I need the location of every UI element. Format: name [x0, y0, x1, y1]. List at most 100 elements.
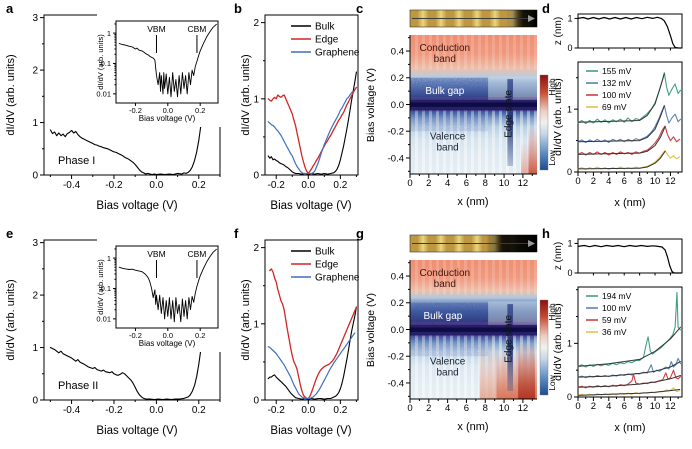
panel-label-a: a	[6, 1, 14, 16]
y-tick-label: 0.4	[391, 271, 404, 282]
curve-bulk	[267, 71, 357, 175]
x-tick-label: 6	[464, 403, 469, 414]
profile-curve-132-mV	[577, 104, 682, 144]
x-axis-label: x (nm)	[614, 197, 645, 209]
map-annotation: Conduction band	[420, 268, 471, 290]
y-tick-label: 2	[32, 66, 38, 77]
x-tick-label: 0.0	[149, 405, 163, 416]
profile-fit-132-mV	[577, 105, 665, 143]
x-tick-label: 0	[575, 176, 580, 187]
legend-label: Bulk	[315, 22, 335, 33]
x-tick-label: 4	[445, 178, 450, 189]
x-tick-label: 2	[426, 403, 431, 414]
x-tick-label: 12	[665, 401, 676, 412]
y-axis-label: dI/dV (arb. units)	[240, 279, 252, 360]
inset-x-axis-label: Bias voltage (V)	[139, 339, 196, 348]
y-axis-label: dI/dV (arb. units)	[552, 78, 564, 156]
x-tick-label: 12	[665, 176, 676, 187]
plot-frame	[577, 61, 683, 173]
x-axis-label: Bias voltage (V)	[270, 425, 351, 437]
x-tick-label: 0.2	[333, 405, 347, 416]
legend-label: 59 mV	[602, 315, 627, 325]
x-tick-label: -0.2	[105, 180, 123, 191]
legend-label: 155 mV	[602, 66, 632, 76]
x-tick-label: 0.2	[333, 180, 347, 191]
panel-c: 0 2 4 6 8 10 12 0.4 0.2 0.0 -0.2 -0.4 x (nm) Bias vol…	[365, 9, 557, 208]
map-annotation: Edge state	[504, 90, 515, 138]
x-tick-label: 10	[499, 178, 510, 189]
curve-phase-ii-di-dv	[49, 244, 217, 401]
x-tick-label: 6	[464, 178, 469, 189]
x-axis-label: Bias voltage (V)	[96, 425, 177, 437]
x-tick-label: 4	[445, 403, 450, 414]
x-tick-label: 0.0	[301, 180, 315, 191]
inset-background	[97, 13, 223, 127]
y-tick-label: 0.2	[391, 298, 404, 309]
linescan-arrow-icon	[528, 15, 535, 22]
z-axis-label: z (nm)	[553, 17, 564, 45]
inset-curve	[118, 23, 217, 98]
x-tick-label: 4	[606, 401, 611, 412]
colorbar-high-label: High	[547, 78, 557, 96]
x-tick-label: -0.4	[63, 405, 81, 416]
y-tick-label: 1	[253, 319, 259, 330]
profile-fit-194-mV	[577, 326, 681, 367]
y-tick-label: 0.1	[101, 284, 111, 293]
x-tick-label: -0.4	[63, 180, 81, 191]
y-tick-label: 1	[107, 254, 111, 263]
profile-fit-69-mV	[577, 150, 666, 170]
x-tick-label: 0	[407, 403, 412, 414]
map-annotation: Valence band	[430, 356, 466, 378]
z-profile-curve	[577, 16, 682, 49]
y-tick-label: 0.01	[96, 315, 111, 324]
colorbar	[539, 74, 549, 171]
legend-label: 132 mV	[602, 78, 632, 88]
curve-phase-i-di-dv	[49, 17, 219, 176]
x-tick-label: 0.2	[195, 106, 205, 115]
x-axis-label: Bias voltage (V)	[96, 200, 177, 212]
y-tick-label: 0	[567, 43, 572, 53]
y-tick-label: 1	[567, 104, 572, 114]
z-axis-label: z (nm)	[553, 242, 564, 270]
legend-label: 194 mV	[602, 291, 632, 301]
map-annotation: Bulk gap	[425, 86, 464, 97]
y-tick-label: 0.0	[391, 325, 404, 336]
plot-frame	[264, 239, 359, 401]
curve-edge	[269, 268, 358, 400]
x-tick-label: 6	[622, 401, 627, 412]
panel-b: -0.2 0.0 0.2 0 1 2 Bias voltage (V) dI/dV (arb.…	[240, 14, 360, 212]
x-tick-label: 8	[637, 176, 642, 187]
y-tick-label: 1	[567, 239, 572, 249]
legend-label: Graphene	[315, 48, 360, 59]
band-edge-label: CBM	[188, 249, 207, 259]
y-tick-label: 0	[253, 171, 259, 182]
zero-bias-line	[410, 102, 537, 107]
x-tick-label: 2	[591, 401, 596, 412]
x-tick-label: 0.0	[163, 331, 173, 340]
x-tick-label: 10	[650, 176, 661, 187]
y-tick-label: 3	[32, 13, 38, 24]
x-tick-label: 0.2	[195, 331, 205, 340]
inset-x-axis-label: Bias voltage (V)	[139, 114, 196, 123]
y-tick-label: 0.1	[101, 59, 111, 68]
valence-hot-region	[518, 340, 536, 399]
band-edge-label: CBM	[188, 24, 207, 34]
edge-state-column	[507, 304, 514, 391]
y-axis-label: Bias voltage (V)	[365, 293, 377, 367]
x-tick-label: 0.0	[149, 180, 163, 191]
y-tick-label: 1	[567, 339, 572, 349]
map-annotation: Conduction band	[420, 43, 471, 65]
colorbar-high-label: High	[547, 303, 557, 321]
plot-frame	[577, 13, 683, 49]
zero-bias-line	[410, 327, 537, 332]
y-tick-label: -0.4	[388, 153, 404, 164]
curve-graphene	[267, 332, 356, 400]
map-annotation: Valence band	[430, 131, 466, 153]
z-profile-curve	[577, 244, 682, 274]
profile-fit-36-mV	[577, 389, 681, 396]
x-axis-label: x (nm)	[614, 422, 645, 434]
y-tick-label: 1	[107, 29, 111, 38]
